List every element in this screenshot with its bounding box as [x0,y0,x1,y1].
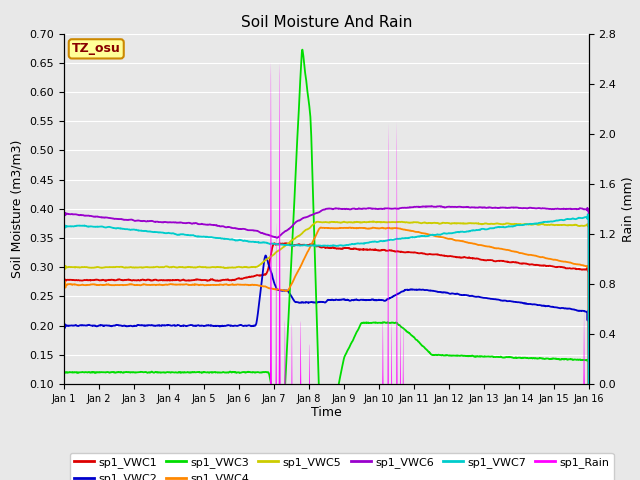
Y-axis label: Soil Moisture (m3/m3): Soil Moisture (m3/m3) [11,140,24,278]
Title: Soil Moisture And Rain: Soil Moisture And Rain [241,15,412,30]
X-axis label: Time: Time [311,407,342,420]
Text: TZ_osu: TZ_osu [72,42,120,55]
Legend: sp1_VWC1, sp1_VWC2, sp1_VWC3, sp1_VWC4, sp1_VWC5, sp1_VWC6, sp1_VWC7, sp1_Rain: sp1_VWC1, sp1_VWC2, sp1_VWC3, sp1_VWC4, … [70,453,614,480]
Y-axis label: Rain (mm): Rain (mm) [622,176,635,241]
